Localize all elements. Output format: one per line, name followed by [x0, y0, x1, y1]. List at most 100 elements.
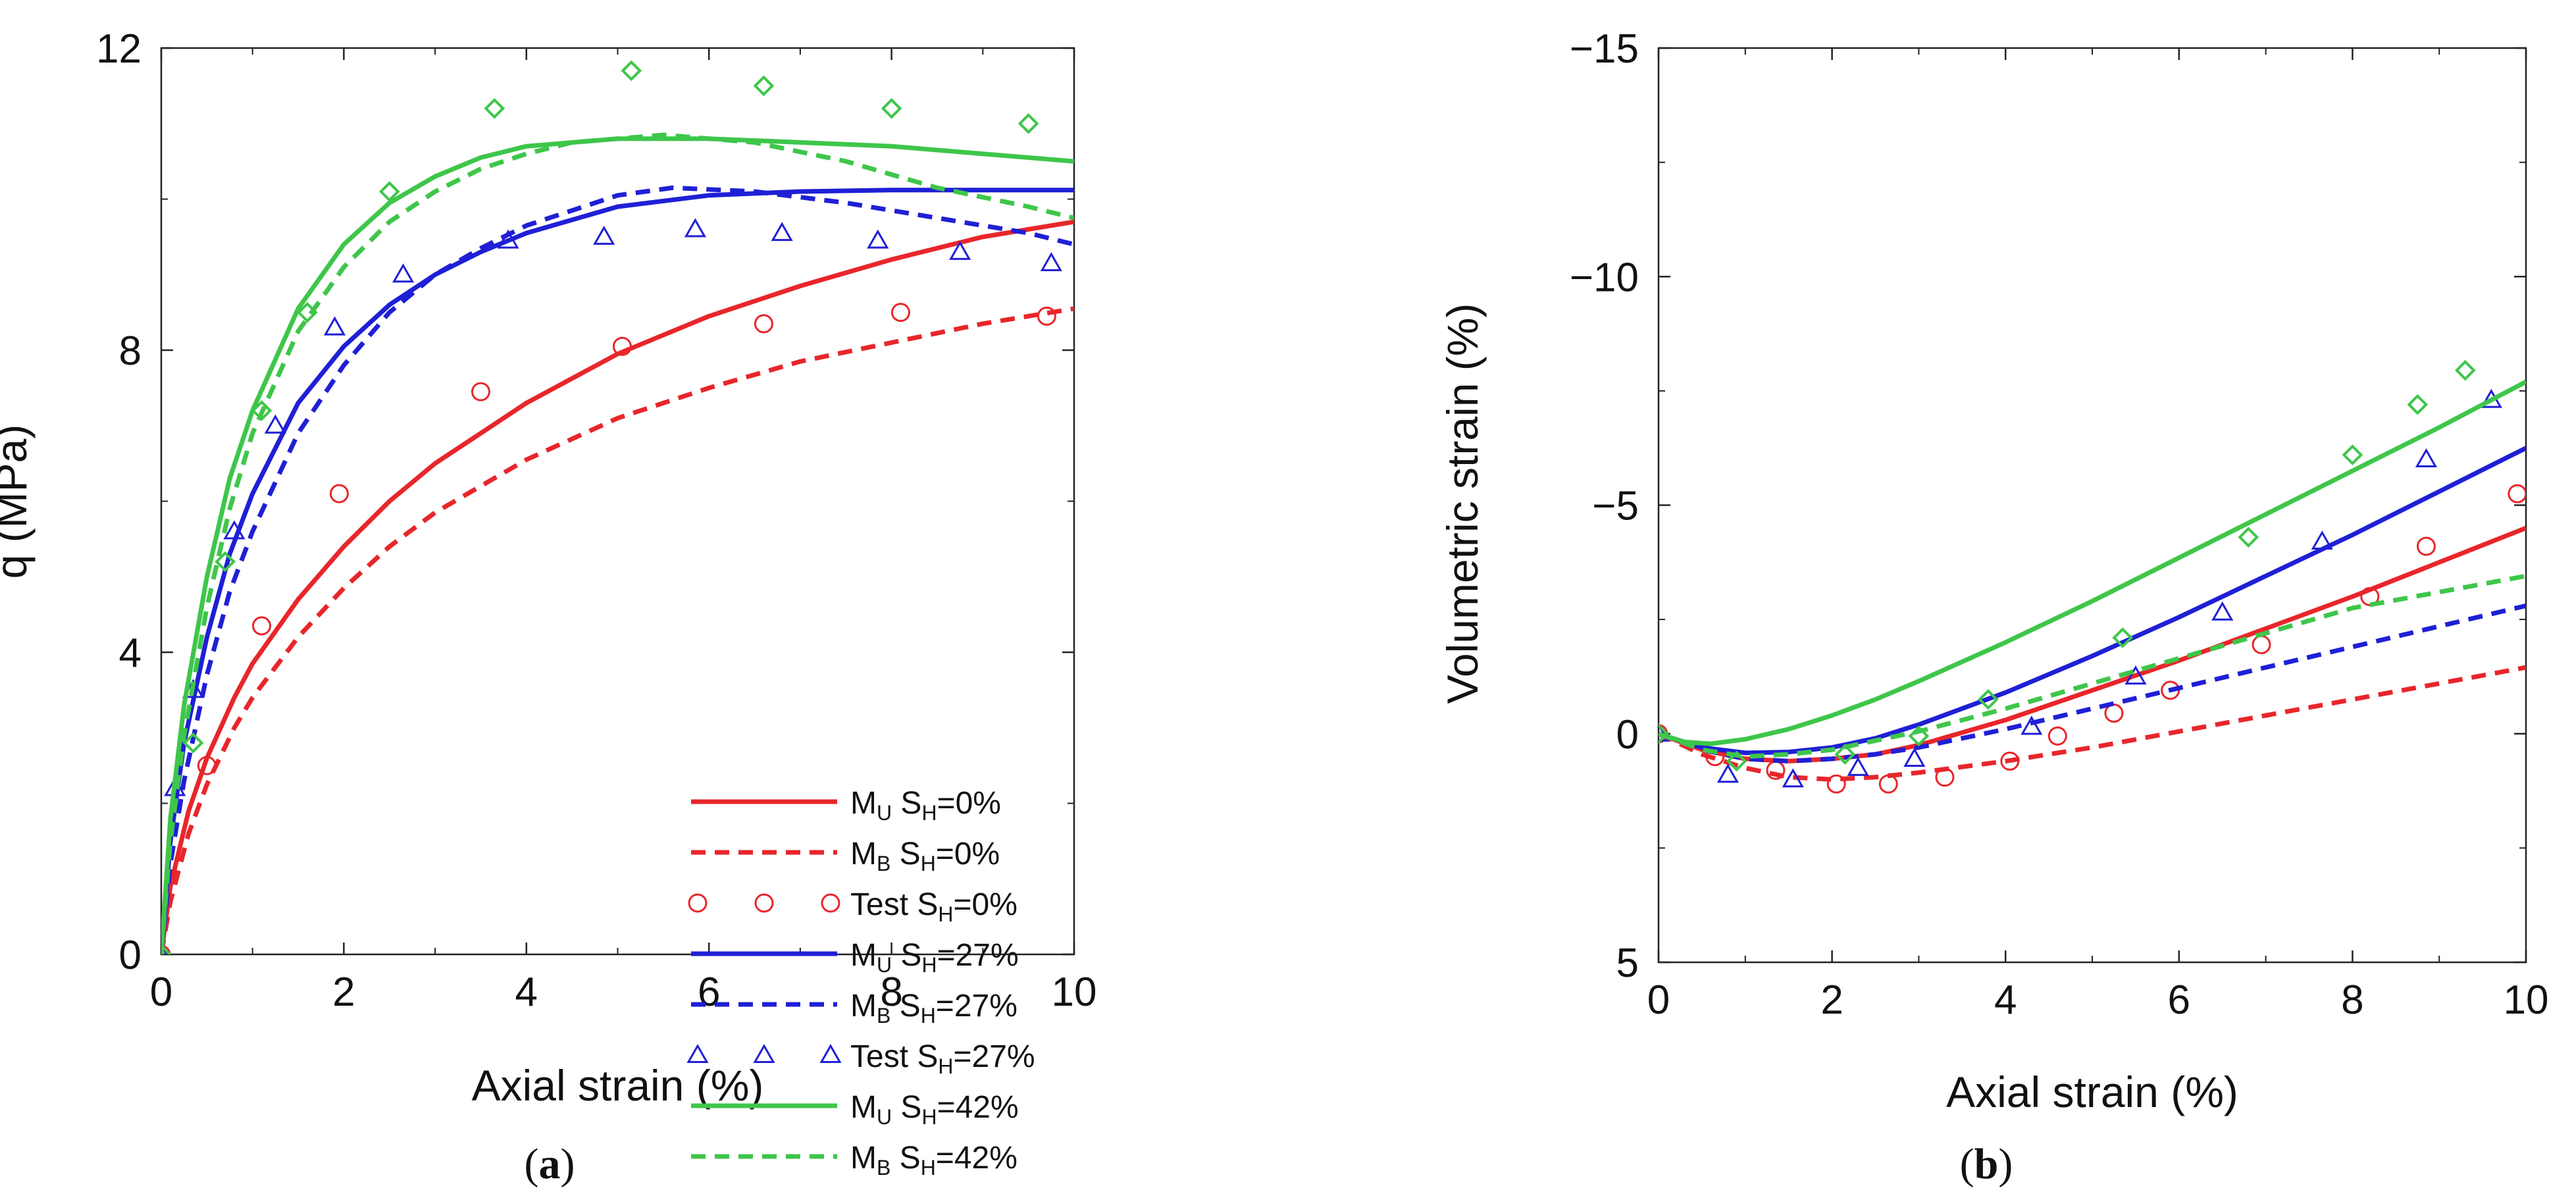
x-tick-label: 2: [1820, 977, 1843, 1023]
y-tick-label: −15: [1570, 26, 1639, 72]
plot-frame: [1657, 47, 2527, 964]
y-tick-label: 0: [1616, 712, 1639, 758]
data-point-diamond: [182, 732, 204, 754]
y-tick-label: 12: [96, 26, 142, 72]
data-point-triangle: [771, 222, 793, 242]
data-point-diamond: [484, 97, 505, 119]
data-point-diamond: [1726, 750, 1747, 772]
y-axis-label: Volumetric strain (%): [1438, 303, 1487, 704]
legend-label: MB SH=42%: [850, 1141, 1018, 1179]
data-point-circle: [252, 616, 272, 636]
series-m-b-s-h-0-: [1659, 665, 2526, 782]
data-point-circle: [2360, 586, 2380, 606]
data-point-triangle: [684, 218, 706, 238]
data-point-circle: [471, 382, 490, 402]
data-point-circle: [1826, 774, 1846, 794]
legend-swatch-marker: [753, 1043, 775, 1063]
data-point-circle: [1935, 767, 1955, 787]
series-test-s-h-27-: [1659, 388, 2502, 788]
data-point-triangle: [2125, 665, 2147, 685]
data-point-triangle: [1903, 747, 1926, 767]
data-point-circle: [197, 756, 217, 775]
x-axis-label: Axial strain (%): [472, 1061, 764, 1110]
data-point-diamond: [215, 551, 236, 573]
legend-label: MB SH=27%: [850, 989, 1018, 1027]
data-point-triangle: [949, 240, 971, 260]
y-tick-label: −5: [1592, 484, 1639, 529]
data-point-circle: [1878, 774, 1898, 794]
legend-label: Test SH=27%: [850, 1039, 1035, 1078]
legend-swatch-marker: [686, 1043, 709, 1063]
data-point-diamond: [881, 97, 902, 119]
data-point-circle: [2000, 751, 2020, 771]
data-point-diamond: [753, 75, 775, 97]
series-m-u-s-h-27-: [1659, 446, 2526, 756]
legend: MU SH=0% MB SH=0% Test SH=0% MU SH=27% MB SH…: [686, 786, 1035, 1192]
data-point-triangle: [323, 316, 346, 336]
data-point-triangle: [2211, 601, 2234, 621]
data-point-triangle: [1716, 764, 1739, 783]
legend-swatch-marker: [688, 893, 708, 913]
data-point-diamond: [1018, 113, 1039, 134]
data-point-circle: [2508, 484, 2526, 504]
x-tick-label: 4: [515, 970, 538, 1015]
series-test-s-h-0-: [161, 303, 1056, 954]
y-tick-label: 4: [119, 631, 142, 676]
data-point-diamond: [251, 400, 272, 421]
series-m-b-s-h-0-: [161, 306, 1074, 954]
data-point-diamond: [1834, 744, 1856, 765]
series-m-u-s-h-0-: [161, 219, 1074, 954]
series-line: [161, 132, 1074, 954]
data-point-triangle: [161, 943, 168, 954]
series-line: [161, 136, 1074, 954]
series-m-u-s-h-42-: [161, 136, 1074, 954]
data-point-diamond: [2407, 394, 2429, 415]
x-tick-label: 4: [1994, 977, 2017, 1023]
series-m-u-s-h-27-: [161, 188, 1074, 954]
legend-label: MU SH=42%: [850, 1090, 1019, 1129]
data-point-triangle: [2021, 715, 2043, 735]
data-point-triangle: [223, 520, 245, 540]
data-point-circle: [2252, 635, 2271, 654]
x-tick-label: 8: [2341, 977, 2363, 1023]
series-line: [161, 306, 1074, 954]
y-tick-label: 0: [119, 933, 142, 978]
x-axis-label: Axial strain (%): [1946, 1068, 2238, 1116]
x-tick-label: 2: [332, 970, 355, 1015]
data-point-diamond: [2342, 444, 2363, 465]
data-point-diamond: [1908, 725, 1930, 747]
data-point-triangle: [2415, 448, 2438, 468]
series-line: [1659, 379, 2526, 746]
series-test-s-h-27-: [161, 218, 1062, 954]
series-line: [1659, 665, 2526, 782]
series-line: [1659, 603, 2526, 764]
data-point-circle: [2048, 726, 2067, 746]
x-tick-label: 6: [698, 970, 720, 1015]
data-point-diamond: [161, 944, 172, 954]
data-point-triangle: [2311, 531, 2333, 550]
panel-a-chart: 0 2 4 6 8 10 0 4 8 12 Axial strain (%) q (MPa) (a) MU…: [0, 26, 1096, 1192]
data-point-triangle: [264, 414, 286, 434]
data-point-circle: [329, 484, 349, 504]
x-tick-label: 8: [880, 970, 902, 1015]
legend-swatch-marker: [821, 893, 840, 913]
data-point-triangle: [1659, 722, 1670, 742]
data-point-circle: [2104, 703, 2124, 723]
series-m-b-s-h-42-: [161, 132, 1074, 954]
legend-label: Test SH=0%: [850, 887, 1018, 926]
panel-label: (a): [525, 1140, 575, 1188]
data-point-triangle: [392, 263, 415, 283]
data-point-triangle: [867, 229, 889, 249]
data-point-circle: [612, 336, 632, 356]
y-tick-label: 5: [1616, 941, 1639, 986]
data-point-triangle: [497, 229, 519, 249]
data-point-triangle: [593, 225, 615, 245]
data-point-diamond: [1978, 688, 1999, 710]
series-line: [1659, 573, 2526, 759]
series-m-u-s-h-0-: [1659, 525, 2526, 764]
x-tick-label: 6: [2168, 977, 2190, 1023]
series-m-b-s-h-42-: [1659, 573, 2526, 759]
x-tick-label: 0: [150, 970, 172, 1015]
legend-label: MU SH=27%: [850, 938, 1019, 977]
